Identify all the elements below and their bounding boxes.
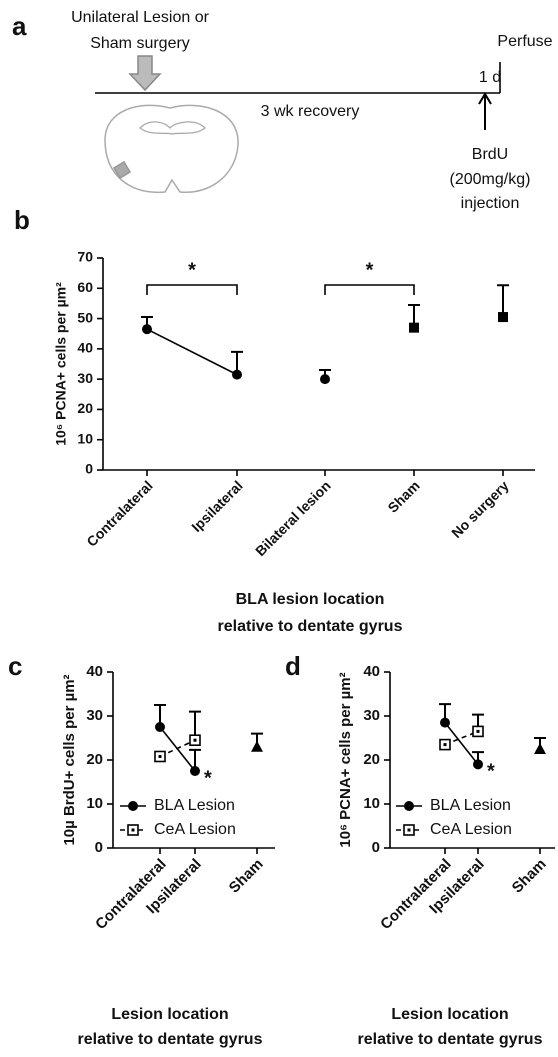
legend-marker-dot <box>131 828 135 832</box>
y-tick-label: 10 <box>86 795 103 812</box>
data-point-dot <box>158 754 162 758</box>
y-tick-label: 10 <box>363 795 380 812</box>
y-axis-label: 10⁶ PCNA+ cells per µm² <box>53 282 69 446</box>
x-tick-label: Ipsilateral <box>188 477 246 535</box>
series-line <box>159 739 196 758</box>
y-tick-label: 30 <box>363 707 380 724</box>
significance-mark: * <box>204 767 212 789</box>
x-axis-label: relative to dentate gyrus <box>218 618 403 635</box>
y-tick-label: 20 <box>77 400 93 416</box>
y-tick-label: 20 <box>86 751 103 768</box>
y-tick-label: 10 <box>77 430 93 446</box>
data-point <box>320 374 330 385</box>
injection-arrowhead <box>478 92 492 105</box>
y-tick-label: 40 <box>77 340 93 356</box>
legend-label: BLA Lesion <box>154 797 235 814</box>
panel-label: c <box>8 651 22 681</box>
panel-label: d <box>285 651 301 681</box>
significance-bracket <box>146 284 238 295</box>
injection-label: BrdU <box>472 146 508 163</box>
injection-label: injection <box>461 195 520 212</box>
data-point-dot <box>476 729 480 733</box>
legend-label: CeA Lesion <box>154 821 236 838</box>
data-point <box>534 743 546 754</box>
data-point <box>232 369 242 380</box>
x-tick-label: Sham <box>226 856 267 897</box>
x-tick-label: Contralateral <box>83 477 155 549</box>
error-bar <box>497 284 509 318</box>
significance-mark: * <box>366 259 374 281</box>
x-axis-label: relative to dentate gyrus <box>78 1031 263 1048</box>
x-axis-label: relative to dentate gyrus <box>358 1031 543 1048</box>
interval-label: 1 d <box>479 69 501 86</box>
y-tick-label: 0 <box>372 839 380 856</box>
data-point-dot <box>443 743 447 747</box>
y-tick-label: 0 <box>95 839 103 856</box>
y-tick-label: 50 <box>77 309 93 325</box>
legend-marker-dot <box>407 828 411 832</box>
x-tick-label: Sham <box>509 856 550 897</box>
significance-mark: * <box>188 259 196 281</box>
end-label: Perfuse <box>497 33 552 50</box>
data-point <box>498 312 508 323</box>
x-axis-label: Lesion location <box>391 1006 508 1023</box>
x-tick-label: Bilateral lesion <box>252 477 334 559</box>
panel-label: b <box>14 205 30 235</box>
brain-ventricle <box>139 121 206 135</box>
y-tick-label: 20 <box>363 751 380 768</box>
legend-label: CeA Lesion <box>430 821 512 838</box>
data-point <box>155 722 165 732</box>
legend-marker <box>128 801 138 811</box>
y-axis-label: 10µ BrdU+ cells per µm² <box>61 674 78 845</box>
series-line <box>146 328 238 376</box>
y-tick-label: 40 <box>363 663 380 680</box>
lesion-arrow <box>128 55 162 92</box>
x-tick-label: Sham <box>384 477 422 515</box>
y-tick-label: 60 <box>77 279 93 295</box>
x-tick-label: No surgery <box>448 477 512 541</box>
y-axis-label: 10⁶ PCNA+ cells per µm² <box>337 672 354 847</box>
significance-bracket <box>324 284 415 295</box>
y-tick-label: 70 <box>77 249 93 265</box>
data-point <box>409 322 419 333</box>
y-tick-label: 30 <box>86 707 103 724</box>
x-axis-label: BLA lesion location <box>236 591 385 608</box>
legend-label: BLA Lesion <box>430 797 511 814</box>
recovery-label: 3 wk recovery <box>261 103 360 120</box>
lesion-site <box>112 160 132 180</box>
significance-mark: * <box>487 761 495 783</box>
legend-marker <box>404 801 414 811</box>
panel-label: a <box>12 11 27 41</box>
data-point <box>251 740 263 752</box>
y-tick-label: 0 <box>85 461 93 477</box>
data-point-dot <box>193 738 197 742</box>
data-point <box>473 759 483 770</box>
y-tick-label: 30 <box>77 370 93 386</box>
event-label: Unilateral Lesion or <box>71 9 210 26</box>
event-label: Sham surgery <box>90 35 190 52</box>
data-point <box>190 766 200 776</box>
x-axis-label: Lesion location <box>111 1006 228 1023</box>
data-point <box>142 324 152 335</box>
data-point <box>440 717 450 728</box>
series-line <box>444 722 479 765</box>
brain-outline <box>104 104 239 194</box>
injection-label: (200mg/kg) <box>450 171 531 188</box>
y-tick-label: 40 <box>86 663 103 680</box>
